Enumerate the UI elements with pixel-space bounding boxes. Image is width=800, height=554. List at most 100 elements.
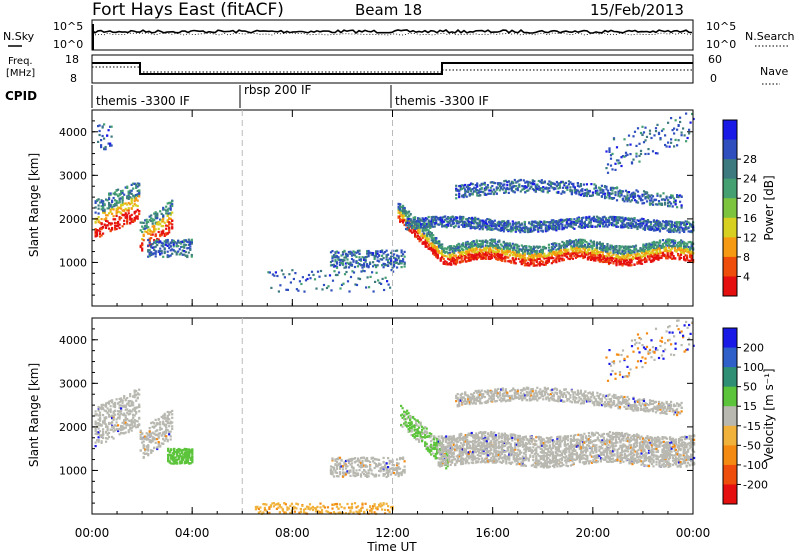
power-echo xyxy=(605,188,608,191)
power-echo xyxy=(558,248,561,251)
power-echo xyxy=(643,228,647,231)
power-echo xyxy=(537,253,540,256)
power-echo xyxy=(592,241,595,244)
power-echo xyxy=(627,253,630,256)
power-echo xyxy=(476,185,479,188)
power-echo xyxy=(652,249,656,252)
power-echo xyxy=(507,180,510,183)
power-echo xyxy=(475,247,478,250)
power-echo xyxy=(505,224,508,227)
power-echo xyxy=(169,208,172,211)
power-echo xyxy=(355,251,358,254)
power-echo xyxy=(486,226,489,229)
power-echo xyxy=(411,222,414,225)
power-echo xyxy=(420,223,423,226)
power-echo xyxy=(133,218,136,221)
power-echo xyxy=(121,204,124,207)
power-echo xyxy=(514,230,517,233)
power-echo xyxy=(492,222,495,225)
power-echo xyxy=(625,254,629,257)
power-echo xyxy=(364,259,367,262)
power-echo xyxy=(669,244,672,247)
power-echo xyxy=(565,248,568,251)
power-echo xyxy=(598,260,601,263)
power-echo xyxy=(496,224,499,227)
power-echo xyxy=(552,188,555,191)
power-echo xyxy=(615,199,619,202)
power-echo xyxy=(690,250,693,253)
power-echo xyxy=(402,216,405,219)
power-echo xyxy=(510,227,513,230)
power-echo xyxy=(507,248,510,251)
power-echo xyxy=(584,192,587,195)
power-echo xyxy=(174,241,177,244)
power-echo xyxy=(145,218,148,221)
power-echo xyxy=(488,189,491,192)
power-echo xyxy=(576,253,579,256)
power-echo xyxy=(465,190,468,193)
power-echo xyxy=(349,261,352,264)
power-echo xyxy=(594,256,597,259)
power-echo xyxy=(511,229,514,232)
power-echo xyxy=(442,225,445,228)
power-echo xyxy=(615,264,618,267)
power-echo xyxy=(397,262,400,265)
power-echo xyxy=(418,217,421,220)
power-echo xyxy=(621,222,624,225)
power-echo xyxy=(154,240,157,243)
power-echo xyxy=(554,187,557,190)
power-echo xyxy=(169,207,172,210)
power-echo xyxy=(598,251,601,254)
power-echo xyxy=(652,242,656,245)
power-echo xyxy=(133,216,136,219)
power-echo xyxy=(492,246,495,249)
power-echo xyxy=(492,240,495,243)
power-echo xyxy=(148,218,151,222)
power-echo xyxy=(504,253,507,256)
power-echo xyxy=(442,249,445,253)
power-echo xyxy=(442,220,445,223)
power-echo xyxy=(540,250,543,253)
power-echo xyxy=(528,222,531,225)
power-echo xyxy=(115,222,118,225)
power-echo xyxy=(658,229,662,232)
power-echo xyxy=(100,200,103,203)
power-echo xyxy=(458,196,461,199)
power-echo xyxy=(689,230,692,233)
power-echo xyxy=(484,222,487,225)
power-echo xyxy=(111,207,114,210)
power-echo xyxy=(481,242,484,245)
power-echo xyxy=(453,249,456,252)
power-echo xyxy=(529,261,532,265)
power-echo xyxy=(592,244,595,247)
power-echo xyxy=(364,260,367,263)
power-echo xyxy=(487,248,490,251)
power-echo xyxy=(457,257,460,260)
power-echo xyxy=(556,220,559,223)
power-echo xyxy=(165,227,168,230)
power-echo xyxy=(531,181,534,184)
power-echo xyxy=(536,183,539,186)
power-echo xyxy=(497,187,500,190)
power-echo xyxy=(160,232,163,235)
power-echo xyxy=(465,225,468,228)
power-echo xyxy=(547,228,550,231)
power-echo xyxy=(444,251,447,254)
power-echo xyxy=(493,224,496,227)
power-echo xyxy=(430,249,433,252)
power-echo xyxy=(645,223,648,226)
power-echo xyxy=(159,210,162,213)
power-echo xyxy=(607,216,611,219)
power-echo xyxy=(622,226,626,229)
power-echo xyxy=(645,250,648,253)
power-echo xyxy=(513,251,516,254)
power-echo xyxy=(453,262,456,265)
power-echo xyxy=(344,252,348,255)
power-echo xyxy=(547,246,550,249)
power-echo xyxy=(162,225,165,228)
power-echo xyxy=(639,262,642,265)
power-echo xyxy=(129,189,132,192)
power-echo xyxy=(505,247,508,250)
power-echo xyxy=(379,258,382,261)
power-echo xyxy=(555,229,558,232)
